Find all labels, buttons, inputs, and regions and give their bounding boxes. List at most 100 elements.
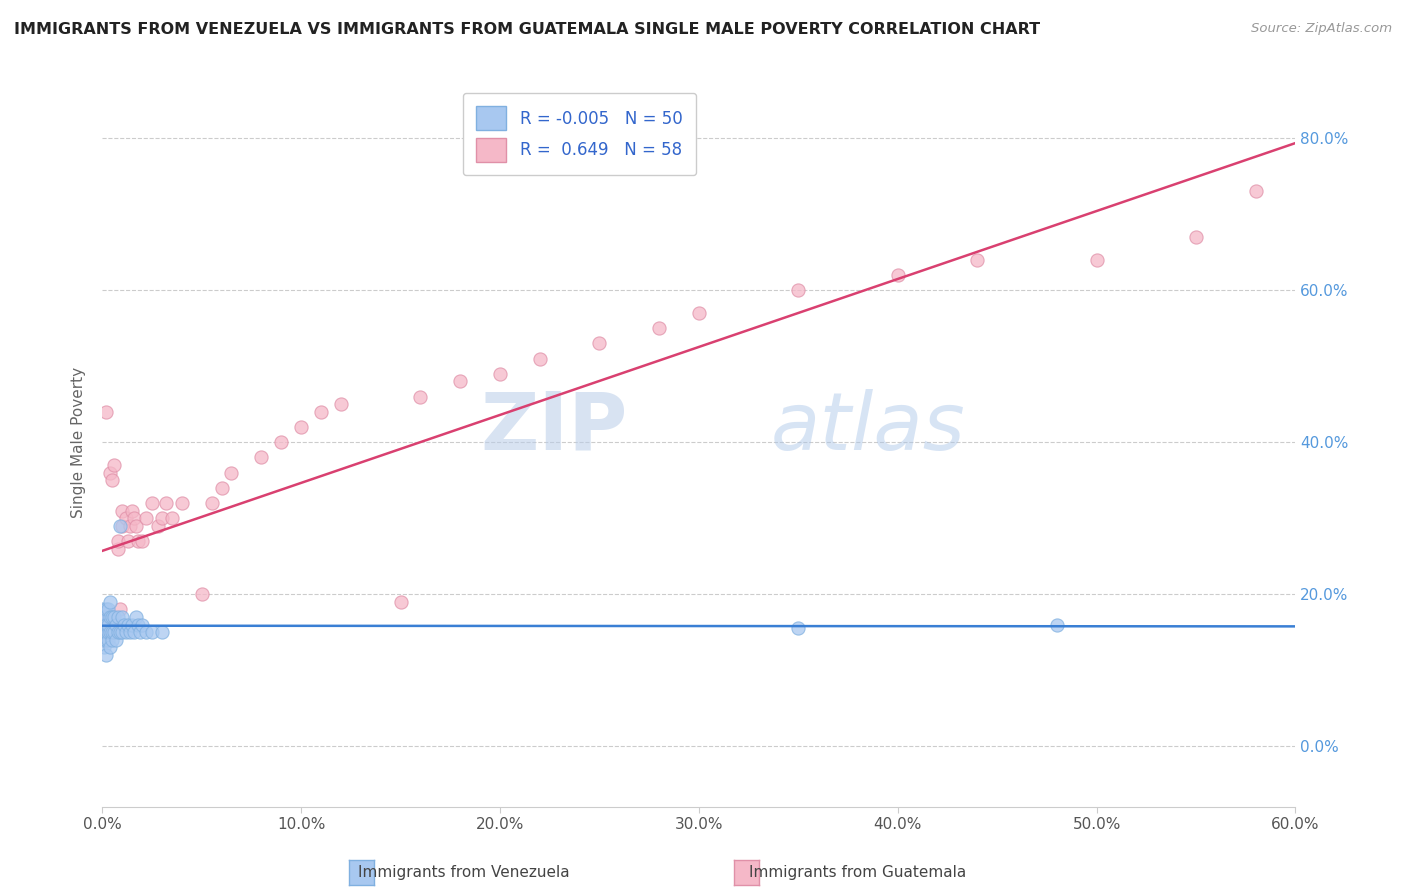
Legend: R = -0.005   N = 50, R =  0.649   N = 58: R = -0.005 N = 50, R = 0.649 N = 58 xyxy=(463,93,696,175)
Point xyxy=(103,610,125,624)
Point xyxy=(96,625,118,640)
Point xyxy=(105,617,128,632)
Point xyxy=(107,610,129,624)
Point xyxy=(91,632,114,647)
Point xyxy=(127,534,149,549)
Point xyxy=(135,625,157,640)
Point xyxy=(688,306,710,320)
Point xyxy=(125,610,148,624)
Point xyxy=(96,617,118,632)
Point xyxy=(146,518,169,533)
Point xyxy=(155,496,177,510)
Point xyxy=(131,534,153,549)
Point xyxy=(96,632,118,647)
Point xyxy=(97,610,120,624)
Point xyxy=(98,595,121,609)
Point xyxy=(211,481,233,495)
Point xyxy=(160,511,183,525)
Point xyxy=(250,450,273,465)
Point xyxy=(98,617,121,632)
Point xyxy=(121,617,143,632)
Point xyxy=(588,336,610,351)
Point xyxy=(101,610,124,624)
Point xyxy=(787,283,810,297)
Point xyxy=(98,610,121,624)
Point xyxy=(117,534,139,549)
Point xyxy=(111,625,134,640)
Point xyxy=(96,625,118,640)
Point xyxy=(529,351,551,366)
Point xyxy=(96,617,118,632)
Point xyxy=(93,625,115,640)
Point xyxy=(125,518,148,533)
Point xyxy=(131,617,153,632)
Point xyxy=(409,390,432,404)
Point xyxy=(101,610,124,624)
Point xyxy=(91,602,114,616)
Point xyxy=(135,511,157,525)
Point xyxy=(108,602,131,616)
Point xyxy=(93,610,115,624)
Point xyxy=(886,268,908,282)
Point xyxy=(98,625,121,640)
Text: IMMIGRANTS FROM VENEZUELA VS IMMIGRANTS FROM GUATEMALA SINGLE MALE POVERTY CORRE: IMMIGRANTS FROM VENEZUELA VS IMMIGRANTS … xyxy=(14,22,1040,37)
Point xyxy=(111,503,134,517)
Point xyxy=(1185,230,1208,244)
Point xyxy=(118,518,141,533)
Point xyxy=(108,625,131,640)
Text: Immigrants from Venezuela: Immigrants from Venezuela xyxy=(359,865,569,880)
Point xyxy=(121,503,143,517)
Point xyxy=(91,610,114,624)
Point xyxy=(97,625,120,640)
Point xyxy=(115,625,138,640)
Text: ZIP: ZIP xyxy=(479,389,627,467)
Point xyxy=(103,625,125,640)
Point xyxy=(329,397,352,411)
Point xyxy=(103,458,125,472)
Point xyxy=(105,617,128,632)
Point xyxy=(111,518,134,533)
Point xyxy=(150,511,173,525)
Point xyxy=(150,625,173,640)
Point xyxy=(141,496,163,510)
Point xyxy=(117,617,139,632)
Y-axis label: Single Male Poverty: Single Male Poverty xyxy=(72,367,86,517)
Point xyxy=(129,625,152,640)
Point xyxy=(101,632,124,647)
Point xyxy=(221,466,243,480)
Point xyxy=(98,640,121,655)
Point xyxy=(141,625,163,640)
Point xyxy=(1244,185,1267,199)
Point xyxy=(97,602,120,616)
Point xyxy=(1085,252,1108,267)
Point xyxy=(787,621,810,635)
Point xyxy=(107,625,129,640)
Point xyxy=(96,648,118,662)
Point xyxy=(122,625,145,640)
Point xyxy=(93,640,115,655)
Point xyxy=(309,405,332,419)
Point xyxy=(97,617,120,632)
Point xyxy=(107,541,129,556)
Point xyxy=(96,405,118,419)
Text: Source: ZipAtlas.com: Source: ZipAtlas.com xyxy=(1251,22,1392,36)
Point xyxy=(97,625,120,640)
Point xyxy=(118,625,141,640)
Point xyxy=(270,435,292,450)
Point xyxy=(449,375,471,389)
Point xyxy=(108,518,131,533)
Point xyxy=(91,617,114,632)
Point xyxy=(127,617,149,632)
Point xyxy=(93,632,115,647)
Point xyxy=(489,367,512,381)
Point xyxy=(98,466,121,480)
Point xyxy=(91,610,114,624)
Point xyxy=(290,420,312,434)
Point xyxy=(101,625,124,640)
Point xyxy=(115,511,138,525)
Point xyxy=(107,534,129,549)
Text: atlas: atlas xyxy=(770,389,965,467)
Point xyxy=(96,602,118,616)
Point xyxy=(97,632,120,647)
Point xyxy=(389,595,412,609)
